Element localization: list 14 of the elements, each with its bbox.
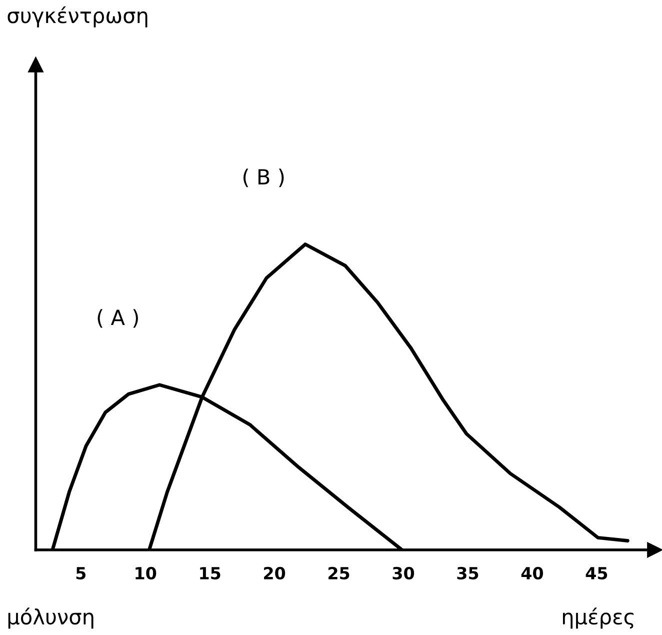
text: συγκέντρωση <box>8 6 148 28</box>
x-tick-label: 40 <box>521 566 544 580</box>
x-tick-label: 45 <box>586 567 608 580</box>
text: ( B ) <box>243 168 284 188</box>
text: μόλυνση <box>8 608 94 629</box>
x-tick-label: 10 <box>136 566 156 580</box>
x-tick-label: 30 <box>392 566 414 580</box>
text: ( A ) <box>98 309 138 328</box>
x-tick-label: 15 <box>200 567 220 580</box>
x-axis-title: ημέρες <box>562 608 634 629</box>
x-tick-label: 20 <box>264 566 286 580</box>
x-tick-label: 25 <box>328 566 350 580</box>
x-tick-label: 35 <box>457 566 478 580</box>
x-tick-label: 5 <box>76 567 86 580</box>
